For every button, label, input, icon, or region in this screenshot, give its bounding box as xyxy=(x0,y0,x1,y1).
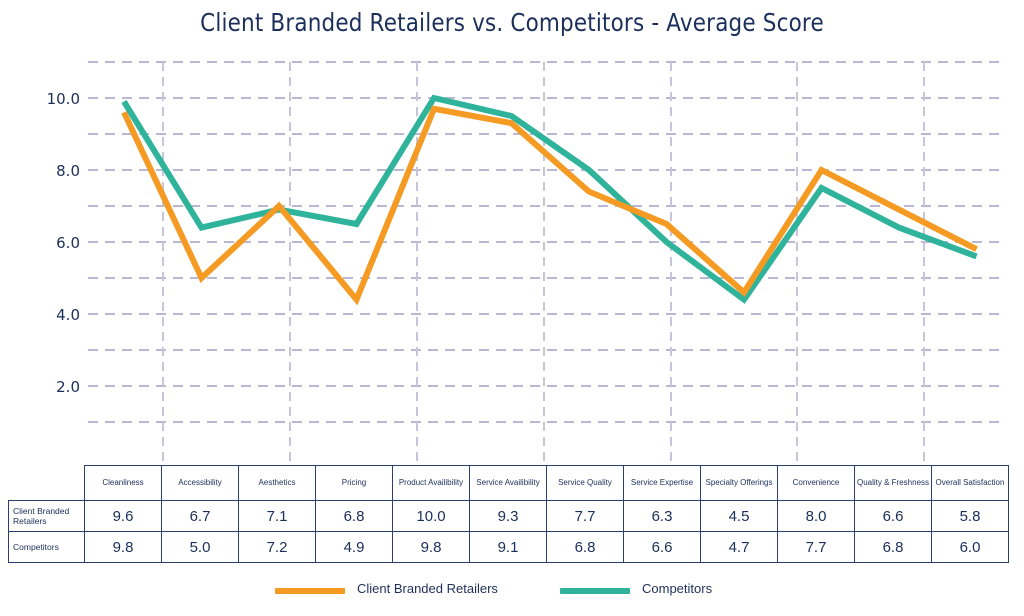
table-cell: 9.6 xyxy=(84,500,162,532)
table-cell: 7.7 xyxy=(777,531,855,563)
table-column-header: Convenience xyxy=(777,465,855,501)
table-cell: 6.8 xyxy=(315,500,393,532)
legend-swatch-client xyxy=(275,588,345,594)
table-cell: 7.1 xyxy=(238,500,316,532)
table-column-header: Aesthetics xyxy=(238,465,316,501)
table-cell: 6.0 xyxy=(931,531,1009,563)
table-column-header: Accessibility xyxy=(161,465,239,501)
table-cell: 5.0 xyxy=(161,531,239,563)
table-cell: 10.0 xyxy=(392,500,470,532)
table-cell: 6.3 xyxy=(623,500,701,532)
table-row: Competitors 9.8 5.0 7.2 4.9 9.8 9.1 6.8 6.6 4.7 7.… xyxy=(8,531,1009,563)
legend-swatch-competitors xyxy=(560,588,630,594)
series-line-client-branded-retailers xyxy=(121,105,978,306)
table-column-header: Quality & Freshness xyxy=(854,465,932,501)
table-cell: 6.8 xyxy=(854,531,932,563)
table-cell: 6.6 xyxy=(854,500,932,532)
y-tick-label: 2.0 xyxy=(56,378,80,396)
data-table: Cleanliness Accessibility Aesthetics Pricin… xyxy=(8,465,1009,563)
table-cell: 9.1 xyxy=(469,531,547,563)
table-cell: 6.8 xyxy=(546,531,624,563)
chart-plot: 2.0 4.0 6.0 8.0 10.0 xyxy=(47,61,1004,462)
table-column-header: Pricing xyxy=(315,465,393,501)
table-cell: 9.8 xyxy=(392,531,470,563)
y-tick-label: 8.0 xyxy=(56,162,80,180)
table-column-header: Service Expertise xyxy=(623,465,701,501)
series-line-competitors xyxy=(121,94,978,304)
table-cell: 4.9 xyxy=(315,531,393,563)
table-column-header: Service Quality xyxy=(546,465,624,501)
table-cell: 4.5 xyxy=(700,500,778,532)
table-row-label: Client Branded Retailers xyxy=(8,500,85,532)
legend-label-competitors: Competitors xyxy=(642,581,713,596)
table-cell: 9.3 xyxy=(469,500,547,532)
table-cell: 4.7 xyxy=(700,531,778,563)
table-column-header: Service Availibility xyxy=(469,465,547,501)
y-tick-label: 10.0 xyxy=(47,90,80,108)
table-cell: 7.7 xyxy=(546,500,624,532)
table-cell: 7.2 xyxy=(238,531,316,563)
table-corner xyxy=(8,465,85,501)
chart-title: Client Branded Retailers vs. Competitors… xyxy=(200,8,824,37)
table-row-label: Competitors xyxy=(8,531,85,563)
table-column-header: Overall Satisfaction xyxy=(931,465,1009,501)
table-cell: 5.8 xyxy=(931,500,1009,532)
table-cell: 6.7 xyxy=(161,500,239,532)
table-row: Client Branded Retailers 9.6 6.7 7.1 6.8 10.0… xyxy=(8,500,1009,532)
table-column-header: Cleanliness xyxy=(84,465,162,501)
table-cell: 9.8 xyxy=(84,531,162,563)
y-tick-label: 4.0 xyxy=(56,306,80,324)
y-tick-label: 6.0 xyxy=(56,234,80,252)
table-cell: 6.6 xyxy=(623,531,701,563)
table-cell: 8.0 xyxy=(777,500,855,532)
table-column-header: Product Availibility xyxy=(392,465,470,501)
legend: Client Branded Retailers Competitors xyxy=(0,575,1024,605)
legend-label-client: Client Branded Retailers xyxy=(357,581,498,596)
table-column-header: Specialty Offerings xyxy=(700,465,778,501)
